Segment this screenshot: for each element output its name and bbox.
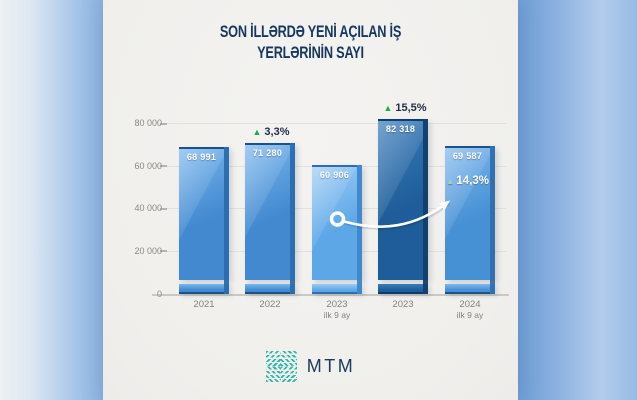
pct-badge-2023: ▲ 15,5%	[372, 102, 438, 114]
logo-icon-quadrant	[281, 350, 297, 366]
up-triangle-icon: ▲	[445, 176, 455, 187]
logo-icon-quadrant	[281, 366, 297, 382]
x-label-year: 2023	[326, 299, 348, 310]
backdrop-left-gradient	[0, 0, 103, 400]
bar-2023-9ay-value: 60 906	[319, 169, 350, 180]
pct-2024-text: 14,3%	[456, 175, 490, 188]
x-axis-line	[152, 294, 509, 296]
y-axis-label-60000: 60 000	[134, 160, 162, 171]
backdrop-right-gradient	[518, 0, 637, 400]
x-label-2023-9ay: 2023 ilk 9 ay	[305, 299, 369, 321]
up-triangle-icon: ▲	[383, 103, 393, 113]
pct-2023-text: 15,5%	[395, 102, 427, 114]
mtm-logo: MTM	[103, 349, 518, 383]
bar-2023: 82 318	[378, 0, 428, 400]
bar-2024-9ay-body: 69 587 ▲ 14,3%	[445, 146, 495, 283]
bar-2021-body: 68 991	[179, 147, 229, 283]
y-tick-80000	[160, 122, 167, 125]
logo-icon-quadrant	[265, 350, 282, 366]
y-tick-60000	[160, 165, 167, 167]
bar-2021-value: 68 991	[186, 152, 217, 163]
x-label-year: 2021	[193, 299, 215, 310]
mtm-logo-icon	[265, 350, 297, 382]
y-axis-label-0: 0	[156, 288, 162, 299]
bar-2024-9ay: 69 587 ▲ 14,3%	[445, 0, 495, 400]
x-label-2024-9ay: 2024 ilk 9 ay	[438, 299, 502, 321]
x-label-year: 2022	[259, 299, 281, 310]
x-label-sub: ilk 9 ay	[456, 310, 484, 320]
up-triangle-icon: ▲	[252, 127, 262, 137]
logo-icon-quadrant	[265, 366, 282, 382]
pct-2022-text: 3,3%	[264, 126, 290, 138]
bar-2023-base	[378, 282, 428, 294]
y-tick-20000	[160, 250, 167, 252]
y-tick-40000	[160, 207, 167, 210]
pct-badge-2024: ▲ 14,3%	[445, 175, 490, 187]
y-axis-label-80000: 80 000	[134, 118, 162, 128]
chart-title: SON İLLƏRDƏ YENİ AÇILAN İŞ YERLƏRİNİN SA…	[155, 21, 466, 63]
mtm-logo-text: MTM	[306, 355, 356, 376]
bar-2021: 68 991	[179, 0, 229, 400]
pct-badge-2022: ▲ 3,3%	[241, 126, 301, 138]
bar-2023-9ay-base	[312, 282, 362, 294]
chart-title-line2: YERLƏRİNİN SAYI	[257, 43, 364, 62]
x-label-sub: ilk 9 ay	[323, 310, 351, 320]
gridline-80000	[167, 123, 506, 124]
x-label-2022: 2022	[238, 299, 302, 310]
bar-2023-value: 82 318	[385, 124, 416, 135]
y-axis-label-20000: 20 000	[134, 245, 162, 256]
y-axis-label-40000: 40 000	[134, 203, 162, 213]
x-label-2023: 2023	[371, 299, 435, 310]
bar-2023-body: 82 318	[378, 119, 428, 283]
x-label-year: 2023	[392, 299, 414, 310]
x-label-2021: 2021	[172, 299, 236, 310]
bar-2022: 71 280	[245, 0, 295, 400]
bar-2024-9ay-value: 69 587	[452, 151, 483, 162]
chart-title-line1: SON İLLƏRDƏ YENİ AÇILAN İŞ	[219, 22, 402, 41]
bar-2022-base	[245, 282, 295, 294]
bar-2021-base	[179, 282, 229, 294]
bar-2023-9ay-body: 60 906	[312, 164, 362, 283]
bar-2023-9ay: 60 906	[312, 0, 362, 400]
x-label-year: 2024	[459, 299, 481, 310]
bar-2022-body: 71 280	[245, 142, 295, 283]
bar-2022-value: 71 280	[252, 147, 283, 158]
bar-2024-9ay-base	[445, 282, 495, 294]
